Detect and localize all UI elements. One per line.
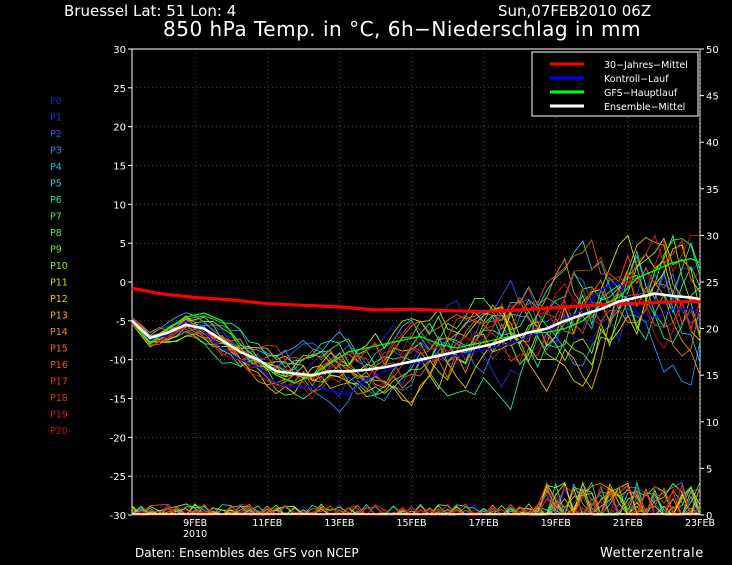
series-line: [131, 286, 701, 314]
brand-label: Wetterzentrale: [600, 546, 704, 561]
x-tick-label: 9FEB: [183, 518, 207, 529]
y-right-tick-label: 10: [706, 418, 719, 429]
chart-title: 850 hPa Temp. in °C, 6h−Niederschlag in …: [163, 17, 641, 41]
member-label: P11: [50, 278, 68, 289]
member-label: P4: [50, 162, 62, 173]
x-tick-label: 15FEB: [396, 518, 426, 529]
y-right-tick-label: 35: [706, 185, 719, 196]
y-right-tick-label: 40: [706, 138, 719, 149]
member-label: P18: [50, 393, 68, 404]
y-right-tick-label: 30: [706, 231, 719, 242]
member-label: P9: [50, 245, 62, 256]
y-left-tick-label: 10: [113, 200, 126, 211]
x-tick-label: 19FEB: [541, 518, 571, 529]
member-line: [131, 270, 701, 395]
y-left-tick-label: -5: [116, 317, 126, 328]
legend-label: Kontroll−Lauf: [604, 74, 669, 85]
y-left-tick-label: 30: [113, 45, 126, 56]
y-left-tick-label: 5: [120, 239, 126, 250]
member-line: [131, 234, 700, 388]
y-right-tick-label: 25: [706, 278, 719, 289]
member-line: [131, 271, 701, 401]
member-label: P8: [50, 228, 62, 239]
series-line: [131, 281, 701, 396]
x-tick-label: 2010: [183, 529, 207, 540]
member-label: P17: [50, 377, 68, 388]
member-line: [131, 236, 701, 407]
x-tick-label: 17FEB: [469, 518, 499, 529]
legend-label: 30−Jahres−Mittel: [604, 60, 688, 71]
y-left-tick-label: 15: [113, 162, 126, 173]
y-left-tick-label: -25: [110, 472, 126, 483]
x-tick-label: 11FEB: [252, 518, 282, 529]
member-line: [131, 257, 701, 389]
y-left-tick-label: -20: [110, 433, 126, 444]
y-left-tick-label: 25: [113, 84, 126, 95]
run-time-label: Sun,07FEB2010 06Z: [498, 2, 652, 20]
x-tick-label: 23FEB: [685, 518, 715, 529]
series-line: [131, 292, 701, 377]
member-line: [131, 293, 701, 383]
member-label: P1: [50, 113, 62, 124]
member-label: P14: [50, 327, 68, 338]
member-label: P19: [50, 410, 68, 421]
member-line: [131, 234, 701, 379]
data-source-label: Daten: Ensembles des GFS von NCEP: [135, 546, 359, 560]
member-label: P15: [50, 344, 68, 355]
y-right-tick-label: 50: [706, 45, 719, 56]
member-label: P0: [50, 96, 62, 107]
y-right-tick-label: 45: [706, 92, 719, 103]
legend-label: Ensemble−Mittel: [604, 102, 685, 113]
member-precip-line: [131, 487, 701, 516]
member-precip-line: [132, 491, 701, 516]
y-right-tick-label: 15: [706, 371, 719, 382]
legend-label: GFS−Hauptlauf: [604, 88, 678, 99]
member-line: [131, 263, 701, 398]
x-tick-label: 21FEB: [613, 518, 643, 529]
member-label: P10: [50, 261, 68, 272]
y-left-tick-label: -10: [110, 356, 126, 367]
y-right-tick-label: 20: [706, 325, 719, 336]
member-label: P6: [50, 195, 62, 206]
x-tick-label: 13FEB: [324, 518, 354, 529]
series-line: [131, 258, 701, 384]
y-right-tick-label: 0: [706, 511, 712, 522]
y-left-tick-label: -15: [110, 395, 126, 406]
member-label: P12: [50, 294, 68, 305]
member-label: P3: [50, 146, 62, 157]
station-label: Bruessel Lat: 51 Lon: 4: [64, 2, 237, 20]
y-left-tick-label: 20: [113, 123, 126, 134]
y-right-tick-label: 5: [706, 464, 712, 475]
member-line: [131, 238, 701, 400]
member-line: [131, 274, 701, 396]
member-label: P16: [50, 360, 68, 371]
y-left-tick-label: -30: [110, 511, 126, 522]
member-label: P2: [50, 129, 62, 140]
member-label: P5: [50, 179, 62, 190]
member-label: P13: [50, 311, 68, 322]
member-label: P7: [50, 212, 62, 223]
member-label: P20: [50, 426, 68, 437]
member-line: [131, 234, 701, 393]
y-left-tick-label: 0: [120, 278, 126, 289]
member-line: [131, 286, 701, 413]
